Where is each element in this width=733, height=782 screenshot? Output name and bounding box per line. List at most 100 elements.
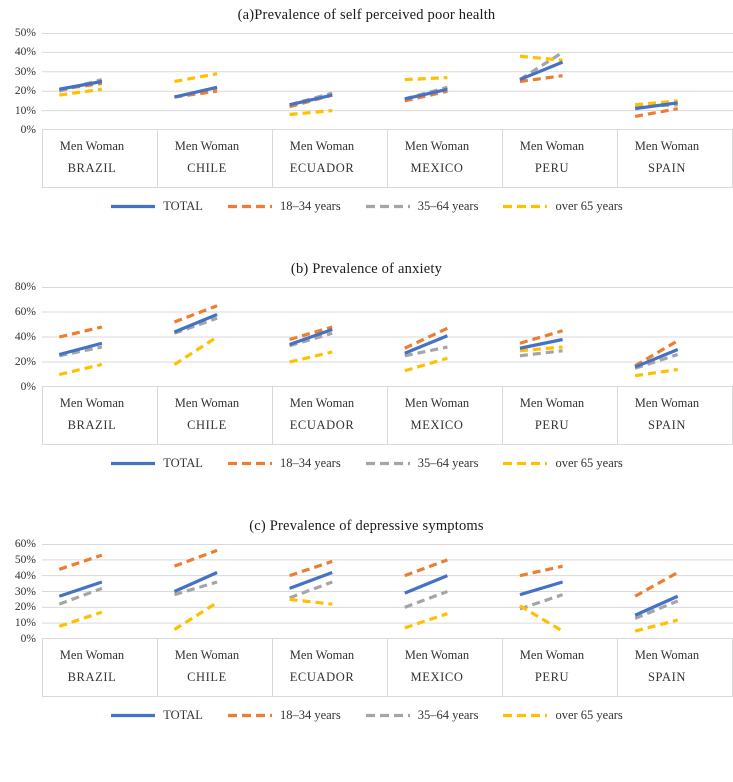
chart-a-title: (a)Prevalence of self perceived poor hea… [237, 7, 496, 23]
series-line [634, 599, 679, 620]
category-cell: Men Woman ECUADOR [273, 639, 388, 696]
series-line [404, 590, 448, 609]
country-label: PERU [534, 670, 570, 684]
sex-labels: Men Woman [59, 139, 125, 153]
series-line [519, 580, 564, 597]
series-line [519, 60, 564, 82]
category-axis: Men Woman BRAZIL Men Woman CHILE Men Woman EC… [42, 387, 733, 445]
series-line [174, 85, 218, 99]
country-label: BRAZIL [67, 161, 117, 175]
series-line [58, 553, 103, 571]
series-line [634, 367, 678, 378]
series-line [404, 356, 448, 373]
chart-c-title: (c) Prevalence of depressive symptoms [249, 518, 484, 534]
legend-label: 35–64 years [417, 198, 479, 213]
legend-line-swatch [227, 204, 272, 208]
category-cell: Men Woman SPAIN [618, 130, 733, 187]
legend-item: 35–64 years [365, 708, 478, 723]
sex-labels: Men Woman [519, 396, 585, 410]
series-line [289, 327, 333, 347]
series-line [289, 109, 333, 117]
series-line [58, 79, 103, 91]
series-line [289, 325, 333, 342]
plot-svg [42, 33, 733, 130]
legend-item: over 65 years [502, 455, 623, 471]
country-label: MEXICO [410, 418, 464, 432]
series-line [519, 604, 564, 633]
category-cell: Men Woman BRAZIL [42, 130, 158, 187]
plot-area [42, 287, 733, 387]
y-tick-label: 0% [20, 633, 36, 645]
chart-b-anxiety: (b) Prevalence of anxiety 80% 60% 40% 20% 0%… [0, 260, 733, 473]
chart-a-plot-row: 50% 40% 30% 20% 10% 0% [0, 27, 733, 136]
legend-line-swatch [365, 713, 410, 717]
series-line [59, 87, 103, 97]
sex-labels: Men Woman [634, 396, 700, 410]
country-label: SPAIN [648, 161, 686, 175]
sex-labels: Men Woman [174, 139, 240, 153]
series-line [173, 313, 218, 334]
chart-c-plot-row: 60% 50% 40% 30% 20% 10% 0% [0, 538, 733, 645]
sex-labels: Men Woman [59, 648, 125, 662]
series-line [634, 571, 679, 598]
country-label: PERU [534, 418, 570, 432]
y-tick-label: 10% [14, 104, 36, 117]
legend: TOTAL 18–34 years 35–64 years over 65 years [0, 196, 733, 216]
legend-item: 35–64 years [365, 456, 478, 471]
legend-line-swatch [503, 461, 548, 465]
sex-labels: Men Woman [634, 648, 700, 662]
series-line [289, 580, 333, 600]
legend-line-swatch [503, 713, 548, 717]
series-line [289, 597, 333, 606]
legend-item: 18–34 years [227, 199, 341, 214]
sex-labels: Men Woman [289, 396, 355, 410]
legend-line-swatch [111, 713, 156, 717]
chart-b-title: (b) Prevalence of anxiety [290, 261, 443, 277]
y-tick-label: 0% [20, 381, 36, 393]
y-axis: 50% 40% 30% 20% 10% 0% [0, 27, 42, 136]
country-label: PERU [534, 161, 570, 175]
sex-labels: Men Woman [404, 648, 470, 662]
legend-line-swatch [503, 204, 548, 208]
category-cell: Men Woman PERU [503, 387, 618, 444]
legend-item: over 65 years [502, 199, 623, 214]
legend-line-swatch [111, 461, 156, 465]
legend-item: TOTAL [110, 199, 203, 214]
series-line [173, 304, 218, 324]
series-line [404, 89, 448, 103]
sex-labels: Men Woman [519, 648, 585, 662]
legend-label: 18–34 years [279, 455, 341, 470]
series-line [404, 87, 448, 101]
y-tick-label: 60% [14, 306, 36, 318]
sex-labels: Men Woman [404, 139, 470, 153]
y-tick-label: 20% [14, 85, 36, 98]
plot-area [42, 33, 733, 130]
series-line [173, 571, 218, 593]
series-line [58, 610, 103, 628]
series-line [404, 574, 448, 595]
y-tick-label: 60% [14, 538, 36, 550]
legend-line-swatch [365, 204, 410, 208]
series-line [519, 51, 564, 81]
legend-item: 18–34 years [227, 456, 341, 471]
series-line [634, 594, 679, 617]
country-label: CHILE [187, 161, 227, 175]
series-line [173, 601, 218, 631]
chart-a-poor-health: (a)Prevalence of self perceived poor hea… [0, 6, 733, 216]
legend-label: over 65 years [555, 455, 623, 470]
category-cell: Men Woman CHILE [158, 639, 273, 696]
series-line [634, 618, 679, 633]
legend-line-swatch [227, 461, 272, 465]
sex-labels: Men Woman [289, 139, 355, 153]
y-tick-label: 30% [14, 65, 36, 78]
y-tick-label: 20% [14, 356, 36, 368]
y-axis: 80% 60% 40% 20% 0% [0, 281, 42, 393]
category-cell: Men Woman MEXICO [388, 130, 503, 187]
legend-item: 35–64 years [365, 198, 479, 214]
legend-label: TOTAL [163, 707, 203, 722]
chart-c-depressive: (c) Prevalence of depressive symptoms 60… [0, 517, 733, 725]
legend-item: TOTAL [110, 456, 203, 471]
sex-labels: Men Woman [174, 396, 240, 410]
category-cell: Men Woman PERU [503, 639, 618, 696]
category-cell: Men Woman ECUADOR [273, 130, 388, 187]
